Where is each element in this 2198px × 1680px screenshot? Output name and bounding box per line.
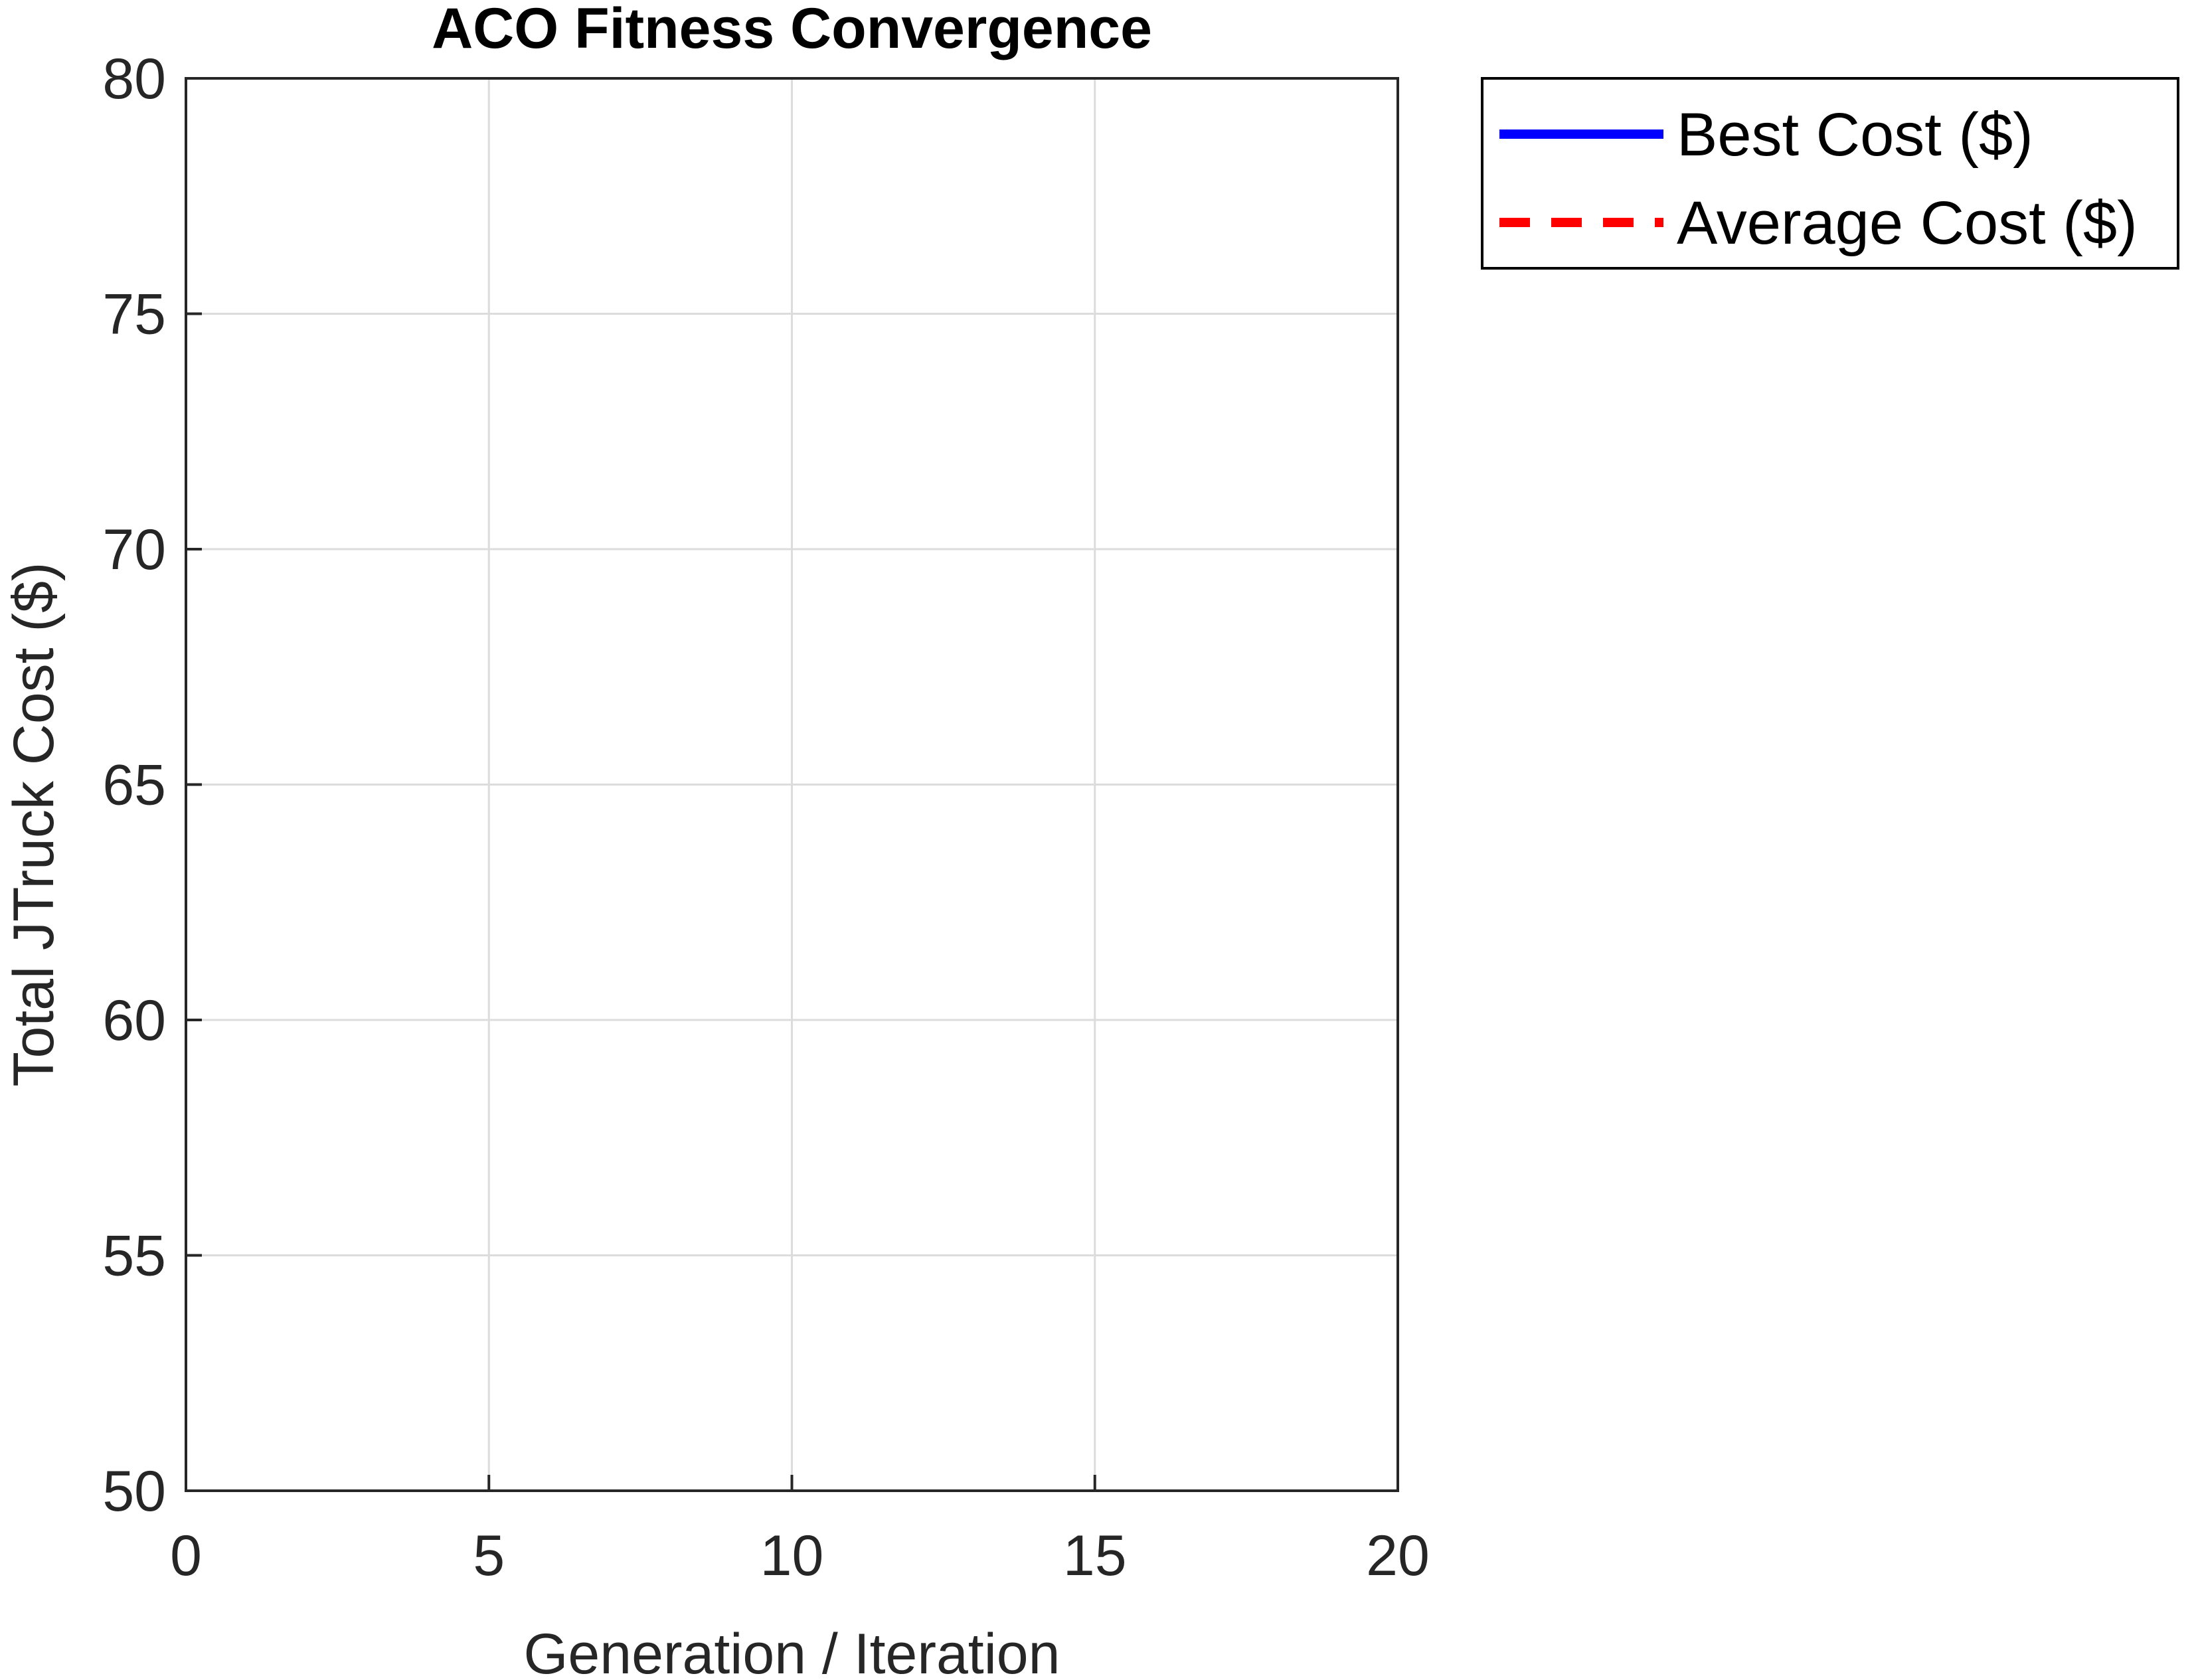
y-tick-label: 80 [102, 47, 166, 111]
y-tick-label: 65 [102, 754, 166, 817]
legend-label-best-cost: Best Cost ($) [1677, 101, 2033, 169]
legend-label-average-cost: Average Cost ($) [1677, 189, 2138, 257]
y-axis-label: Total JTruck Cost ($) [2, 562, 66, 1086]
y-tick-label: 70 [102, 518, 166, 582]
x-axis-label: Generation / Iteration [524, 1622, 1060, 1680]
grid-lines [185, 77, 1399, 1492]
legend: Best Cost ($) Average Cost ($) [1481, 77, 2179, 270]
y-tick-label: 75 [102, 283, 166, 347]
x-tick-label: 20 [1366, 1524, 1430, 1588]
x-tick-label: 15 [1063, 1524, 1127, 1588]
y-tick-label: 60 [102, 989, 166, 1052]
y-tick-label: 50 [102, 1460, 166, 1523]
chart-title: ACO Fitness Convergence [432, 0, 1152, 60]
x-tick-label: 5 [473, 1524, 505, 1588]
legend-box [1481, 77, 2179, 270]
y-tick-label: 55 [102, 1224, 166, 1288]
x-tick-label: 0 [170, 1524, 202, 1588]
x-tick-label: 10 [760, 1524, 824, 1588]
axis-ticks: 0 5 10 15 20 50 55 60 65 70 75 80 [102, 47, 1430, 1588]
